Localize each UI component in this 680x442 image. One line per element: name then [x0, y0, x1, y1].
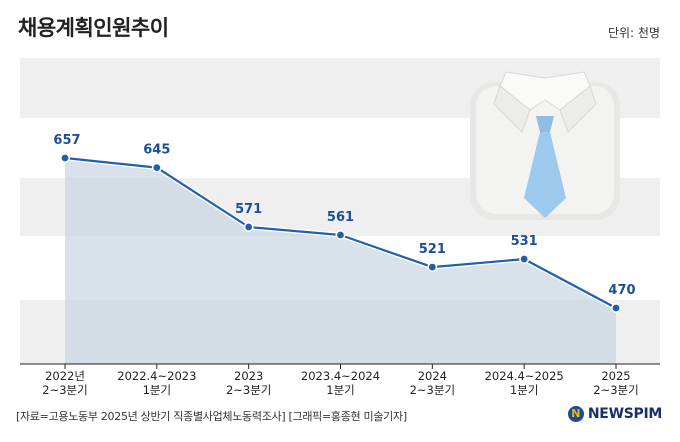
x-tick-label: 1분기: [510, 383, 538, 397]
data-point: [519, 254, 530, 265]
x-tick-label: 2~3분기: [226, 383, 271, 397]
data-point: [151, 162, 162, 173]
data-label: 531: [511, 234, 538, 249]
shirt-tie-illustration: [470, 71, 620, 220]
x-tick-label: 2025: [601, 369, 630, 383]
x-tick-label: 1분기: [326, 383, 354, 397]
x-tick-label: 2024.4~2025: [485, 369, 564, 383]
x-tick-label: 2~3분기: [593, 383, 638, 397]
data-label: 657: [53, 133, 80, 148]
x-tick-label: 2022년: [45, 369, 85, 383]
unit-label: 단위: 천명: [607, 26, 660, 40]
source-note: [자료=고용노동부 2025년 상반기 직종별사업체노동력조사] [그래픽=홍종…: [16, 410, 407, 423]
data-point: [427, 262, 438, 273]
data-label: 645: [143, 143, 170, 158]
x-axis-ticks: 2022년2~3분기2022.4~20231분기20232~3분기2023.4~…: [42, 364, 639, 397]
data-label: 561: [327, 210, 354, 225]
brand-logo: N NEWSPIM: [567, 406, 662, 422]
data-point: [610, 302, 621, 313]
area-fill: [65, 158, 616, 364]
data-label: 571: [235, 202, 262, 217]
data-point: [243, 221, 254, 232]
x-tick-label: 2023.4~2024: [301, 369, 380, 383]
chart-title: 채용계획인원추이: [18, 16, 169, 40]
data-point: [59, 153, 70, 164]
data-point: [335, 230, 346, 241]
brand-name: NEWSPIM: [587, 406, 662, 422]
x-tick-label: 2022.4~2023: [117, 369, 196, 383]
x-tick-label: 2~3분기: [410, 383, 455, 397]
data-label: 521: [419, 242, 446, 257]
x-tick-label: 2~3분기: [42, 383, 87, 397]
x-tick-label: 2023: [234, 369, 263, 383]
data-labels: 657 645 571 561 521 531 470: [53, 133, 635, 298]
newspim-logo-icon: N: [567, 406, 584, 422]
x-tick-label: 2024: [418, 369, 447, 383]
data-points: [59, 153, 621, 313]
data-label: 470: [608, 283, 635, 298]
x-tick-label: 1분기: [143, 383, 171, 397]
